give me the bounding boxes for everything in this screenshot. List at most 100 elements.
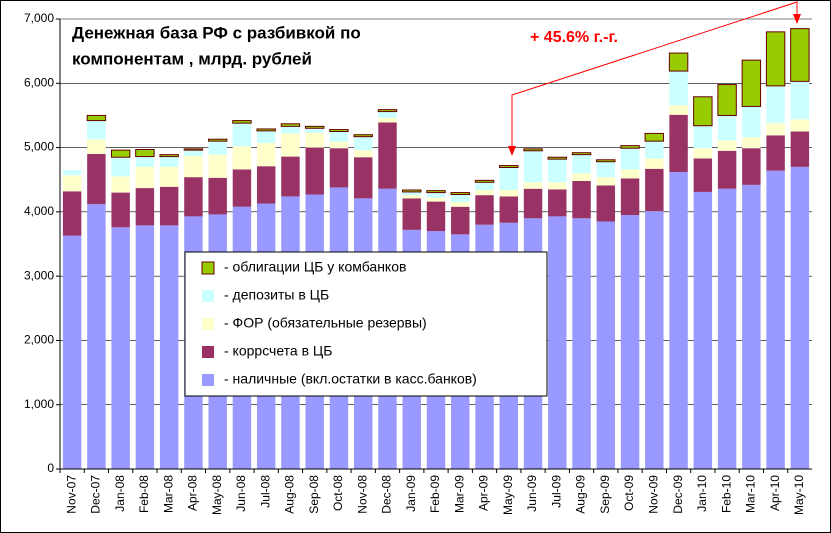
annotation-arrow [511,1,798,150]
bar-segment [184,177,203,217]
bar-segment [354,150,373,158]
bar-segment [693,96,713,127]
bar-segment [499,165,519,168]
bar-segment [184,155,203,178]
legend-label: - ФОР (обязательные резервы) [224,315,427,331]
bar-segment [499,196,518,223]
bar-segment [669,71,688,106]
bar-segment [402,198,421,230]
bar-segment [184,150,203,156]
bar-segment [256,166,276,204]
x-tick-label: Nov-07 [64,475,78,514]
legend-label: - наличные (вкл.остатки в касс.банков) [224,371,477,387]
bar-segment [645,158,664,169]
y-tick-label: 3,000 [24,268,54,282]
x-tick-label: Jun-09 [525,475,539,512]
x-tick-label: May-10 [792,475,806,515]
bar-segment [207,138,228,142]
y-tick-label: 5,000 [24,140,54,154]
y-tick-label: 2,000 [24,333,54,347]
bar-segment [693,125,713,149]
annotation: + 45.6% г.-г. [530,29,618,46]
bar-segment [111,157,130,177]
bar-segment [790,131,810,167]
bar-segment [451,206,470,235]
legend-box [184,251,548,397]
bar-segment [87,139,106,154]
bar-segment [717,115,737,141]
bar-segment [159,154,179,158]
bar-segment [329,141,349,149]
bar-segment [305,128,324,133]
bar-segment [790,119,810,132]
bar-segment [426,192,446,198]
x-tick-label: Mar-08 [161,475,175,513]
bar-segment [499,167,518,190]
bar-segment [742,106,761,138]
bar-segment [547,156,568,160]
bar-segment [304,125,325,129]
bar-segment [766,85,785,124]
chart-title: компонентам , млрд. рублей [72,49,312,68]
bar-segment [620,215,640,469]
y-tick-label: 7,000 [24,11,54,25]
legend-label: - депозиты в ЦБ [224,287,329,303]
bar-segment [765,31,786,87]
bar-segment [159,156,179,167]
legend-label: - коррсчета в ЦБ [224,343,332,359]
bar-segment [523,150,543,183]
bar-segment [208,141,227,155]
bar-segment [281,156,300,197]
bar-segment [256,130,276,144]
x-tick-label: Feb-09 [428,475,442,513]
bar-segment [596,177,616,186]
legend-swatch [201,261,215,275]
bar-segment [305,132,324,148]
x-tick-label: Nov-09 [646,475,660,514]
bar-segment [548,216,567,469]
bar-segment [523,188,543,219]
x-tick-label: May-08 [210,475,224,515]
bar-segment [790,28,810,82]
legend-label: - облигации ЦБ у комбанков [224,259,406,275]
chart-title: Денежная база РФ с разбивкой по [72,23,361,42]
y-tick-label: 6,000 [24,75,54,89]
x-tick-label: Aug-09 [574,475,588,514]
bar-segment [426,197,446,202]
bar-segment [62,170,82,176]
bar-segment [232,120,252,124]
bar-segment [596,159,616,163]
bar-segment [135,149,155,158]
bar-segment [426,201,446,232]
bar-segment [378,111,397,118]
x-tick-label: Sep-09 [598,475,612,514]
bar-segment [377,109,398,113]
x-tick-label: Sep-08 [307,475,321,514]
bar-segment [354,157,373,199]
bar-segment [62,191,82,236]
x-tick-label: Mar-09 [452,475,466,513]
x-tick-label: Mar-10 [744,475,758,513]
x-tick-label: Jan-08 [113,475,127,512]
bar-segment [548,182,567,190]
x-tick-label: Dec-09 [671,475,685,514]
bar-segment [644,132,665,142]
bar-segment [451,194,470,203]
bar-segment [596,161,616,178]
bar-segment [426,190,446,194]
x-tick-label: Dec-08 [380,475,394,514]
x-tick-label: Nov-08 [355,475,369,514]
bar-segment [693,158,713,192]
y-tick-label: 0 [47,461,54,475]
bar-segment [499,190,518,197]
bar-segment [474,179,495,183]
legend-swatch [202,290,214,302]
bar-segment [159,186,179,226]
bar-segment [620,178,640,216]
x-tick-label: Jan-09 [404,475,418,512]
bar-segment [645,168,664,212]
bar-segment [135,225,155,469]
bar-segment [742,148,761,185]
bar-segment [378,118,397,123]
